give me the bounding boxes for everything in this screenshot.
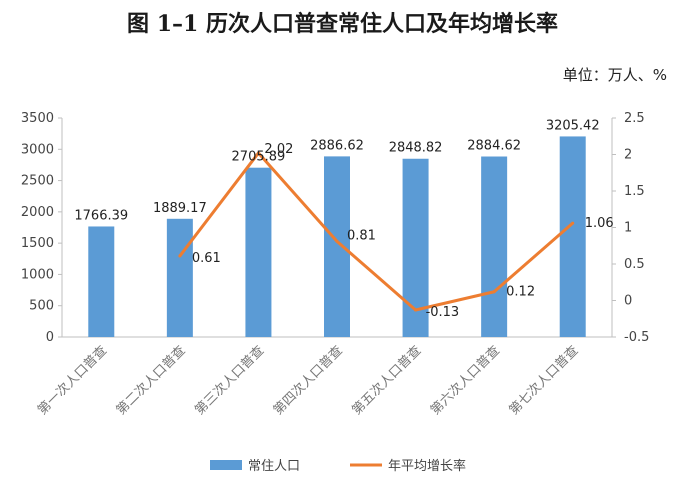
- bar-value-label: 3205.42: [546, 118, 600, 133]
- line-value-label: 2.02: [264, 142, 293, 157]
- bar-value-label: 1766.39: [74, 208, 128, 223]
- line-point: [335, 239, 339, 243]
- category-labels: 第一次人口普查 第二次人口普查 第三次人口普查 第四次人口普查 第五次人口普查 第六次人口…: [34, 343, 581, 419]
- category-label: 第一次人口普查: [34, 343, 110, 419]
- category-label: 第三次人口普查: [192, 343, 268, 419]
- bar-value-label: 1889.17: [153, 201, 207, 216]
- bar-value-label: 2886.62: [310, 138, 364, 153]
- y-left-tick-label: 500: [29, 299, 54, 314]
- bar: [88, 226, 115, 337]
- line-value-label: 0.12: [506, 285, 535, 300]
- data-labels: 1766.39 1889.17 2705.89 2886.62 2848.82 2884.…: [74, 118, 613, 320]
- y-left-tick-label: 1500: [21, 236, 54, 251]
- chart-title: 图 1–1 历次人口普查常住人口及年均增长率: [127, 11, 558, 37]
- line-point: [414, 308, 418, 312]
- legend-line-label: 年平均增长率: [388, 458, 466, 474]
- line-value-label: 1.06: [585, 216, 614, 231]
- line-value-label: -0.13: [426, 305, 460, 320]
- category-label: 第七次人口普查: [506, 343, 582, 419]
- y-right-tick-label: 2: [624, 148, 632, 163]
- y-left-tick-label: 2000: [21, 205, 54, 220]
- unit-label: 单位：万人、%: [562, 66, 667, 84]
- y-left-tick-label: 3000: [21, 142, 54, 157]
- bar: [166, 218, 193, 337]
- bar: [481, 156, 508, 337]
- legend-bar-label: 常住人口: [248, 459, 300, 474]
- bar: [245, 167, 272, 337]
- category-label: 第五次人口普查: [349, 343, 425, 419]
- y-right-tick-label: 2.5: [624, 111, 645, 126]
- bar-value-label: 2884.62: [467, 139, 521, 154]
- y-right-tick-label: 1.5: [624, 184, 645, 199]
- legend-bar-swatch: [210, 460, 242, 470]
- legend: 常住人口 年平均增长率: [210, 458, 466, 474]
- growth-rate-line: [178, 151, 574, 312]
- y-left-tick-label: 1000: [21, 267, 54, 282]
- y-left-tick-label: 0: [46, 330, 54, 345]
- y-right-tick-label: 0.5: [624, 257, 645, 272]
- bar-value-label: 2705.89: [232, 150, 286, 165]
- bar: [559, 136, 586, 337]
- y-right-tick-label: 0: [624, 294, 632, 309]
- bar-series: [88, 136, 586, 337]
- line-point: [571, 221, 575, 225]
- y-right-tick-label: 1: [624, 221, 632, 236]
- line-point: [256, 151, 260, 155]
- bar-value-label: 2848.82: [389, 141, 443, 156]
- category-label: 第二次人口普查: [113, 343, 189, 419]
- bar: [324, 156, 350, 337]
- y-right-tick-label: -0.5: [624, 330, 649, 345]
- line-point: [492, 290, 496, 294]
- y-left-tick-label: 3500: [21, 111, 54, 126]
- category-label: 第六次人口普查: [427, 343, 503, 419]
- line-value-label: 0.61: [192, 251, 221, 266]
- category-label: 第四次人口普查: [270, 343, 346, 419]
- line-point: [178, 254, 182, 258]
- line-value-label: 0.81: [347, 228, 376, 243]
- line-series: [178, 151, 575, 312]
- y-left-tick-label: 2500: [21, 174, 54, 189]
